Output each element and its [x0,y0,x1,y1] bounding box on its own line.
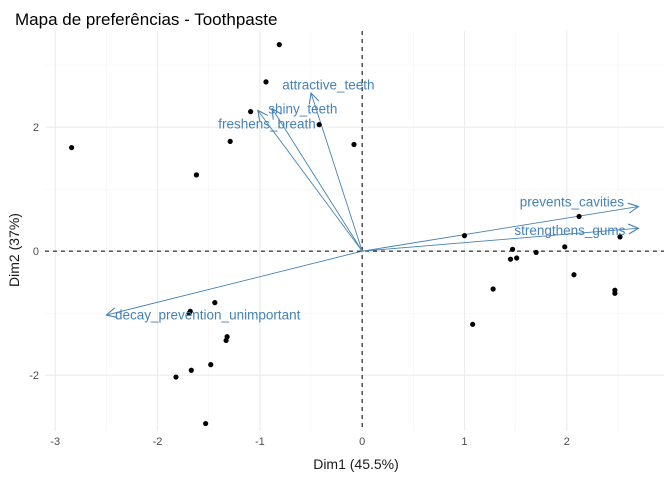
data-point [490,286,496,292]
data-point [470,321,476,327]
vector-label-attractive_teeth: attractive_teeth [282,77,374,92]
data-point [571,272,577,278]
data-point [507,256,514,262]
data-point [276,42,282,48]
chart-title: Mapa de preferências - Toothpaste [15,10,277,29]
data-point [562,244,568,250]
data-point [173,374,179,380]
data-point [351,141,357,148]
x-tick-label: -2 [153,436,163,448]
y-tick-label: 2 [33,122,39,134]
data-point [186,310,192,316]
vector-arrow-attractive_teeth [311,93,363,252]
reference-lines [45,31,664,431]
vector-arrow-strengthens_gums [362,228,638,252]
x-tick-label: -3 [50,436,60,448]
data-point [227,138,233,144]
vector-arrow-freshens_breath [258,110,363,252]
data-point [514,255,520,261]
x-tick-label: 2 [564,436,570,448]
vector-arrow-shiny_teeth [272,109,363,252]
data-point [263,79,269,85]
individual-points [69,42,623,427]
x-tick-label: -1 [255,436,265,448]
vector-label-shiny_teeth: shiny_teeth [268,102,337,117]
data-point [316,122,322,128]
data-point [69,144,75,151]
data-point [223,337,229,344]
vector-label-freshens_breath: freshens_breath [218,117,316,132]
vector-arrow-prevents_cavities [362,207,638,252]
y-axis-title: Dim2 (37%) [6,213,22,287]
data-point [617,234,623,240]
data-point [193,172,200,178]
y-tick-label: -2 [29,370,39,382]
tick-labels: -3 -2 -1 0 1 2 -2 0 2 [29,122,570,448]
data-point [203,420,209,427]
x-axis-title: Dim1 (45.5%) [313,456,399,472]
vector-label-prevents_cavities: prevents_cavities [520,195,625,210]
data-point [612,290,618,296]
variable-vectors [106,93,638,315]
vector-label-decay_prevention_unimportant: decay_prevention_unimportant [115,308,301,323]
x-tick-label: 1 [461,436,467,448]
variable-labels: attractive_teeth shiny_teethfreshens_brea… [115,77,626,322]
data-point [461,233,468,239]
data-point [509,246,516,252]
y-tick-label: 0 [33,246,39,258]
x-tick-label: 0 [359,436,365,448]
data-point [576,213,582,220]
data-point [208,362,214,368]
vector-arrow-decay_prevention_unimportant [106,250,363,315]
data-point [248,109,254,115]
vector-label-strengthens_gums: strengthens_gums [514,223,625,238]
data-point [533,249,539,255]
data-point [212,300,218,306]
data-point [188,367,194,373]
